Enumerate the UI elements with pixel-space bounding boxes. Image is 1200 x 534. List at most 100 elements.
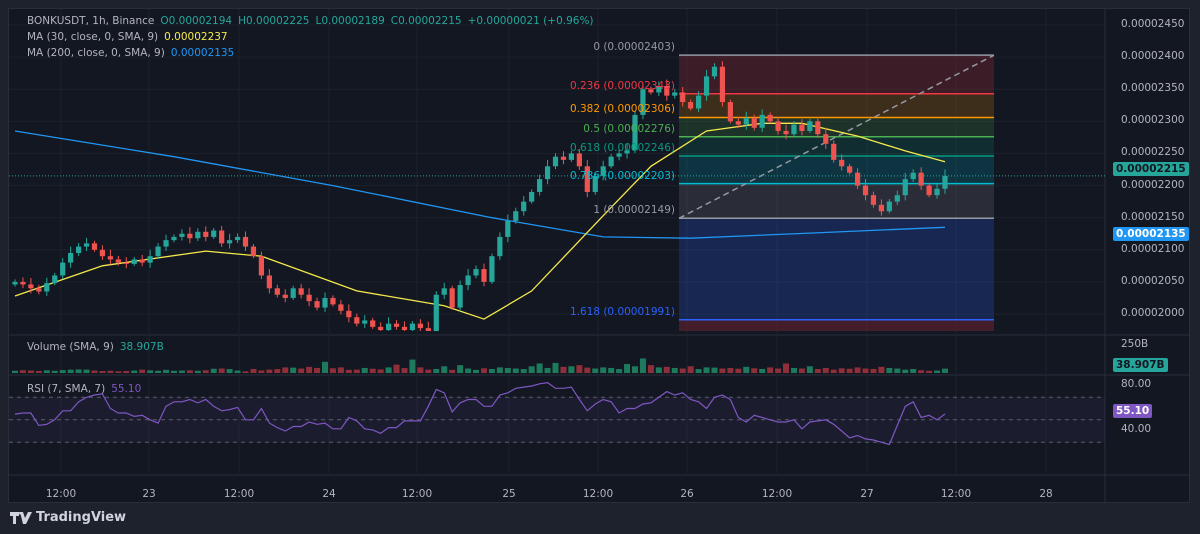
- candle-body: [314, 301, 320, 308]
- candle-body: [847, 166, 853, 173]
- candle-body: [672, 92, 678, 96]
- volume-bar: [886, 367, 893, 373]
- candle-body: [330, 297, 336, 305]
- fib-trend-line: [678, 54, 995, 219]
- candle-body: [425, 328, 431, 331]
- candle-body: [839, 159, 845, 167]
- volume-bar: [918, 370, 925, 373]
- volume-bar: [584, 367, 591, 373]
- tradingview-logo[interactable]: TradingView: [10, 510, 126, 525]
- candle-body: [123, 262, 129, 264]
- candle-body: [266, 275, 272, 289]
- volume-bar: [322, 361, 328, 373]
- volume-bar: [306, 366, 313, 373]
- candle-body: [640, 89, 646, 115]
- chart-frame[interactable]: BONKUSDT, 1h, Binance O0.00002194 H0.00002…: [8, 8, 1191, 504]
- candle-body: [688, 102, 694, 109]
- candle-body: [703, 76, 710, 96]
- fib-level-label[interactable]: 0.236 (0.00002343): [569, 79, 675, 92]
- volume-bar: [846, 368, 853, 373]
- volume-bar: [393, 364, 400, 373]
- candle-body: [163, 240, 169, 247]
- candle-body: [894, 195, 900, 202]
- time-tick: 25: [502, 488, 516, 500]
- time-tick: 12:00: [582, 488, 614, 500]
- volume-bar: [775, 368, 782, 373]
- volume-bar: [385, 367, 392, 373]
- volume-legend[interactable]: Volume (SMA, 9) 38.907B: [27, 341, 170, 353]
- candle-body: [306, 294, 312, 302]
- volume-bar: [894, 368, 901, 373]
- volume-bar: [51, 370, 58, 373]
- volume-bar: [202, 370, 209, 373]
- candle-body: [513, 211, 519, 221]
- candle-body: [719, 66, 726, 103]
- chart-canvas[interactable]: [9, 9, 1191, 504]
- time-tick: 28: [1039, 488, 1053, 500]
- volume-bar: [99, 370, 106, 373]
- volume-bar: [910, 368, 917, 373]
- time-tick: 26: [680, 488, 694, 500]
- volume-bar: [147, 370, 154, 373]
- candle-body: [234, 236, 241, 241]
- volume-bar: [639, 358, 646, 373]
- candle-body: [298, 288, 304, 295]
- fib-zone: [679, 136, 994, 157]
- rsi-label: RSI (7, SMA, 7): [27, 383, 106, 395]
- volume-bar: [870, 368, 877, 373]
- candle-body: [926, 185, 932, 196]
- fib-level-label[interactable]: 1.618 (0.00001991): [569, 305, 675, 318]
- candle-body: [139, 259, 145, 263]
- candle-body: [473, 269, 479, 276]
- candle-body: [155, 246, 161, 257]
- volume-bar: [743, 366, 750, 373]
- ma200-value: 0.00002135: [170, 47, 235, 59]
- ma200-legend[interactable]: MA (200, close, 0, SMA, 9) 0.00002135: [27, 47, 240, 59]
- volume-bar: [838, 368, 845, 373]
- ma200-price-tag: 0.00002135: [1113, 227, 1189, 241]
- candle-body: [576, 153, 582, 167]
- volume-bar: [449, 369, 456, 373]
- volume-value: 38.907B: [119, 341, 164, 353]
- volume-bar: [465, 368, 472, 373]
- volume-bar: [663, 366, 670, 373]
- candle-body: [242, 236, 249, 247]
- volume-bar: [417, 367, 424, 373]
- ma30-legend[interactable]: MA (30, close, 0, SMA, 9) 0.00002237: [27, 31, 234, 43]
- volume-bar: [59, 370, 66, 373]
- candle-body: [799, 124, 805, 131]
- volume-bar: [520, 369, 527, 373]
- candle-body: [910, 172, 916, 180]
- rsi-legend[interactable]: RSI (7, SMA, 7) 55.10: [27, 383, 147, 395]
- volume-bar: [473, 369, 480, 373]
- candle-body: [624, 150, 630, 154]
- volume-bar: [258, 370, 265, 373]
- rsi-line: [14, 381, 946, 446]
- fib-level-label[interactable]: 0.618 (0.00002246): [569, 142, 675, 154]
- volume-bar: [695, 369, 702, 373]
- fib-zone: [679, 55, 994, 94]
- candle-body: [20, 281, 26, 285]
- rsi-value: 55.10: [111, 383, 142, 395]
- candle-body: [203, 231, 209, 237]
- candle-body: [656, 86, 662, 93]
- candle-body: [759, 114, 765, 128]
- fib-level-label[interactable]: 0.5 (0.00002276): [583, 122, 675, 135]
- ma200-label: MA (200, close, 0, SMA, 9): [27, 47, 165, 59]
- candle-body: [171, 236, 177, 241]
- candle-body: [862, 185, 869, 196]
- price-tick: 0.00002200: [1121, 178, 1185, 191]
- time-tick: 27: [860, 488, 874, 500]
- volume-bar: [115, 371, 122, 373]
- candle-body: [664, 86, 670, 96]
- fib-level-label[interactable]: 0.382 (0.00002306): [569, 103, 675, 116]
- volume-bar: [282, 367, 289, 373]
- price-tick: 0.00002400: [1121, 50, 1185, 63]
- fib-level-label[interactable]: 0.786 (0.00002203): [569, 169, 675, 182]
- fib-level-label[interactable]: 1 (0.00002149): [593, 204, 675, 217]
- volume-bar: [337, 367, 344, 373]
- volume-bar: [902, 369, 909, 373]
- candle-body: [409, 323, 416, 331]
- ohlc-high: H0.00002225: [238, 15, 310, 27]
- fib-level-label[interactable]: 0 (0.00002403): [593, 41, 675, 54]
